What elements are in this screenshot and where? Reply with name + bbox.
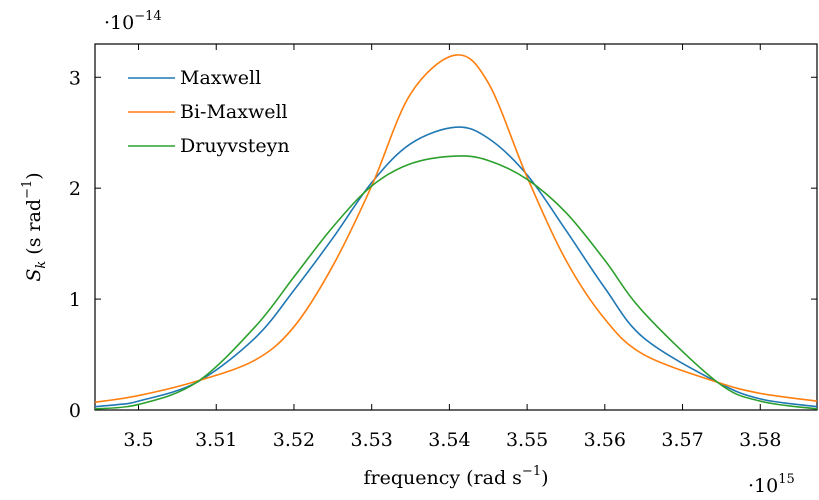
series-line-bi-maxwell <box>94 54 818 404</box>
series-line-maxwell <box>94 126 818 408</box>
y-axis-label: Sk (s rad−1) <box>20 172 49 281</box>
y-multiplier: ·10−14 <box>104 9 162 34</box>
y-multiplier-base: ·10 <box>104 12 134 34</box>
series-lines <box>94 54 818 410</box>
plot-frame <box>94 43 818 411</box>
y-axis-label-subscript: k <box>34 261 49 269</box>
series-line-druyvsteyn <box>94 155 818 410</box>
y-axis-label-sup: −1 <box>20 180 35 199</box>
x-tick-label: 3.52 <box>273 429 315 451</box>
legend-label-bi-maxwell: Bi-Maxwell <box>180 101 288 123</box>
y-tick-label: 3 <box>69 67 81 89</box>
y-tick-label: 1 <box>69 289 81 311</box>
svg-text:·1015: ·1015 <box>748 472 795 497</box>
x-tick-label: 3.53 <box>351 429 393 451</box>
x-tick-label: 3.51 <box>195 429 237 451</box>
x-tick-label: 3.55 <box>506 429 548 451</box>
y-multiplier-exponent: −14 <box>134 9 161 24</box>
x-multiplier: ·1015 <box>748 472 795 497</box>
legend: Maxwell Bi-Maxwell Druyvsteyn <box>128 67 290 157</box>
y-tick-group: 0 1 2 3 <box>69 67 817 422</box>
x-tick-label: 3.5 <box>123 429 153 451</box>
x-multiplier-exponent: 15 <box>778 472 795 487</box>
x-tick-label: 3.57 <box>661 429 703 451</box>
x-tick-label: 3.58 <box>739 429 781 451</box>
x-axis-label-text: frequency (rad s <box>363 467 521 489</box>
y-axis-label-symbol: S <box>23 269 45 282</box>
x-axis-label-sup: −1 <box>522 464 541 479</box>
x-tick-label: 3.54 <box>428 429 470 451</box>
x-axis-label: frequency (rad s−1) <box>363 464 548 489</box>
y-tick-label: 2 <box>69 178 81 200</box>
svg-text:·10−14: ·10−14 <box>104 9 162 34</box>
x-tick-group: 3.5 3.51 3.52 3.53 3.54 3.55 3.56 3.57 3.58 <box>123 44 781 451</box>
legend-label-druyvsteyn: Druyvsteyn <box>180 135 290 157</box>
x-tick-label: 3.56 <box>584 429 626 451</box>
x-axis-label-close: ) <box>541 467 548 489</box>
y-axis-label-close: ) <box>23 172 45 179</box>
y-axis-label-units: (s rad <box>23 199 45 261</box>
x-multiplier-base: ·10 <box>748 475 778 497</box>
y-tick-label: 0 <box>69 400 81 422</box>
legend-label-maxwell: Maxwell <box>180 67 261 89</box>
